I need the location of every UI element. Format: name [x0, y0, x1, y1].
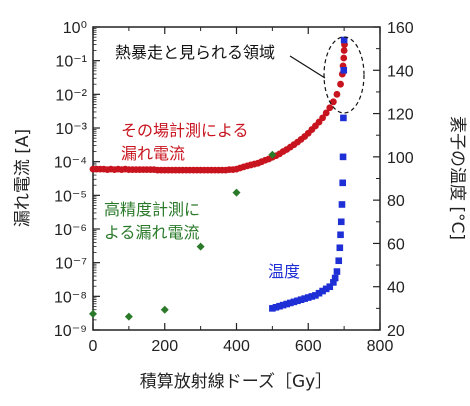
insitu-point — [333, 90, 341, 98]
precise-point — [124, 312, 133, 321]
temp-point — [283, 300, 291, 308]
temp-point — [301, 295, 308, 302]
y-left-axis-title: 漏れ電流 [A] — [13, 129, 33, 227]
precise-label-line2: よる漏れ電流 — [104, 223, 200, 242]
temp-point — [339, 179, 346, 187]
temp-point — [340, 66, 348, 74]
y-left-tick-label: 10⁻⁴ — [54, 155, 87, 172]
temp-point — [340, 114, 347, 122]
temp-point — [322, 285, 330, 293]
temp-point — [294, 297, 301, 305]
temp-point — [272, 303, 280, 311]
temp-point — [338, 201, 346, 208]
temp-label: 温度 — [268, 262, 300, 281]
runaway-region-label: 熱暴走と見られる領域 — [115, 43, 275, 62]
insitu-label-line1: その場計測による — [121, 121, 249, 140]
x-tick-label: 600 — [295, 338, 322, 355]
temp-point — [336, 244, 344, 252]
temp-point — [335, 257, 343, 265]
insitu-point — [322, 109, 330, 117]
temp-point — [308, 293, 316, 300]
insitu-point — [329, 98, 337, 106]
precise-point — [89, 309, 97, 318]
y-right-tick-label: 60 — [387, 236, 405, 253]
x-axis-title: 積算放射線ドーズ［Gy］ — [140, 372, 332, 392]
y-right-tick-label: 120 — [387, 107, 414, 124]
temp-point — [315, 289, 323, 297]
temp-point — [337, 231, 344, 239]
precise-label-line1: 高精度計測に — [104, 200, 200, 219]
y-left-tick-label: 10⁻⁶ — [54, 222, 87, 239]
x-tick-label: 200 — [151, 338, 178, 355]
temp-point — [331, 274, 339, 282]
y-left-tick-label: 10⁰ — [63, 20, 87, 37]
temp-point — [340, 36, 348, 44]
y-right-axis-title: 素子の温度 [°C] — [447, 116, 467, 240]
insitu-point — [340, 47, 348, 54]
insitu-point — [337, 80, 344, 88]
y-right-tick-label: 140 — [387, 63, 414, 80]
temp-point — [287, 299, 294, 307]
data-marks — [89, 36, 348, 321]
temp-point — [337, 218, 345, 226]
insitu-point — [326, 104, 334, 112]
y-left-tick-label: 10⁻⁹ — [54, 323, 87, 340]
y-left-tick-label: 10⁻¹ — [55, 54, 87, 71]
y-right-tick-label: 40 — [387, 280, 405, 297]
x-tick-label: 800 — [367, 338, 394, 355]
precise-point — [232, 188, 241, 197]
precise-point — [196, 242, 205, 251]
y-left-tick-label: 10⁻² — [55, 87, 87, 104]
y-left-tick-label: 10⁻⁵ — [54, 188, 87, 205]
plot-frame — [92, 26, 381, 331]
y-left-tick-label: 10⁻⁸ — [54, 289, 87, 306]
temp-point — [279, 301, 287, 309]
temp-point — [297, 296, 305, 303]
runaway-region-ellipse — [323, 36, 365, 114]
runaway-arrow — [289, 55, 326, 79]
y-right-tick-label: 160 — [387, 20, 414, 37]
temp-point — [269, 305, 276, 312]
x-tick-label: 0 — [89, 338, 98, 355]
x-tick-label: 400 — [223, 338, 250, 355]
temp-point — [333, 268, 341, 275]
y-left-tick-label: 10⁻⁷ — [55, 256, 87, 273]
y-left-tick-label: 10⁻³ — [55, 121, 87, 138]
y-right-tick-label: 20 — [387, 323, 405, 340]
temp-point — [339, 153, 347, 161]
precise-point — [160, 305, 169, 314]
temp-point — [319, 287, 326, 295]
temp-point — [304, 294, 312, 301]
y-right-tick-label: 100 — [387, 150, 414, 167]
temp-point — [330, 279, 337, 286]
insitu-point — [340, 54, 348, 62]
insitu-point — [319, 114, 326, 122]
temp-point — [276, 302, 283, 310]
temp-point — [312, 292, 319, 299]
insitu-label-line2: 漏れ電流 — [121, 144, 185, 163]
y-right-tick-label: 80 — [387, 193, 405, 210]
axis-ticks: 0 200 400 600 800 10⁻⁹ 10⁻⁸ 10⁻⁷ 10⁻⁶ 10⁻⁵ 10⁻⁴ 10⁻… — [54, 20, 414, 355]
temp-point — [290, 298, 298, 306]
precise-point — [268, 150, 277, 159]
temp-point — [326, 283, 334, 291]
